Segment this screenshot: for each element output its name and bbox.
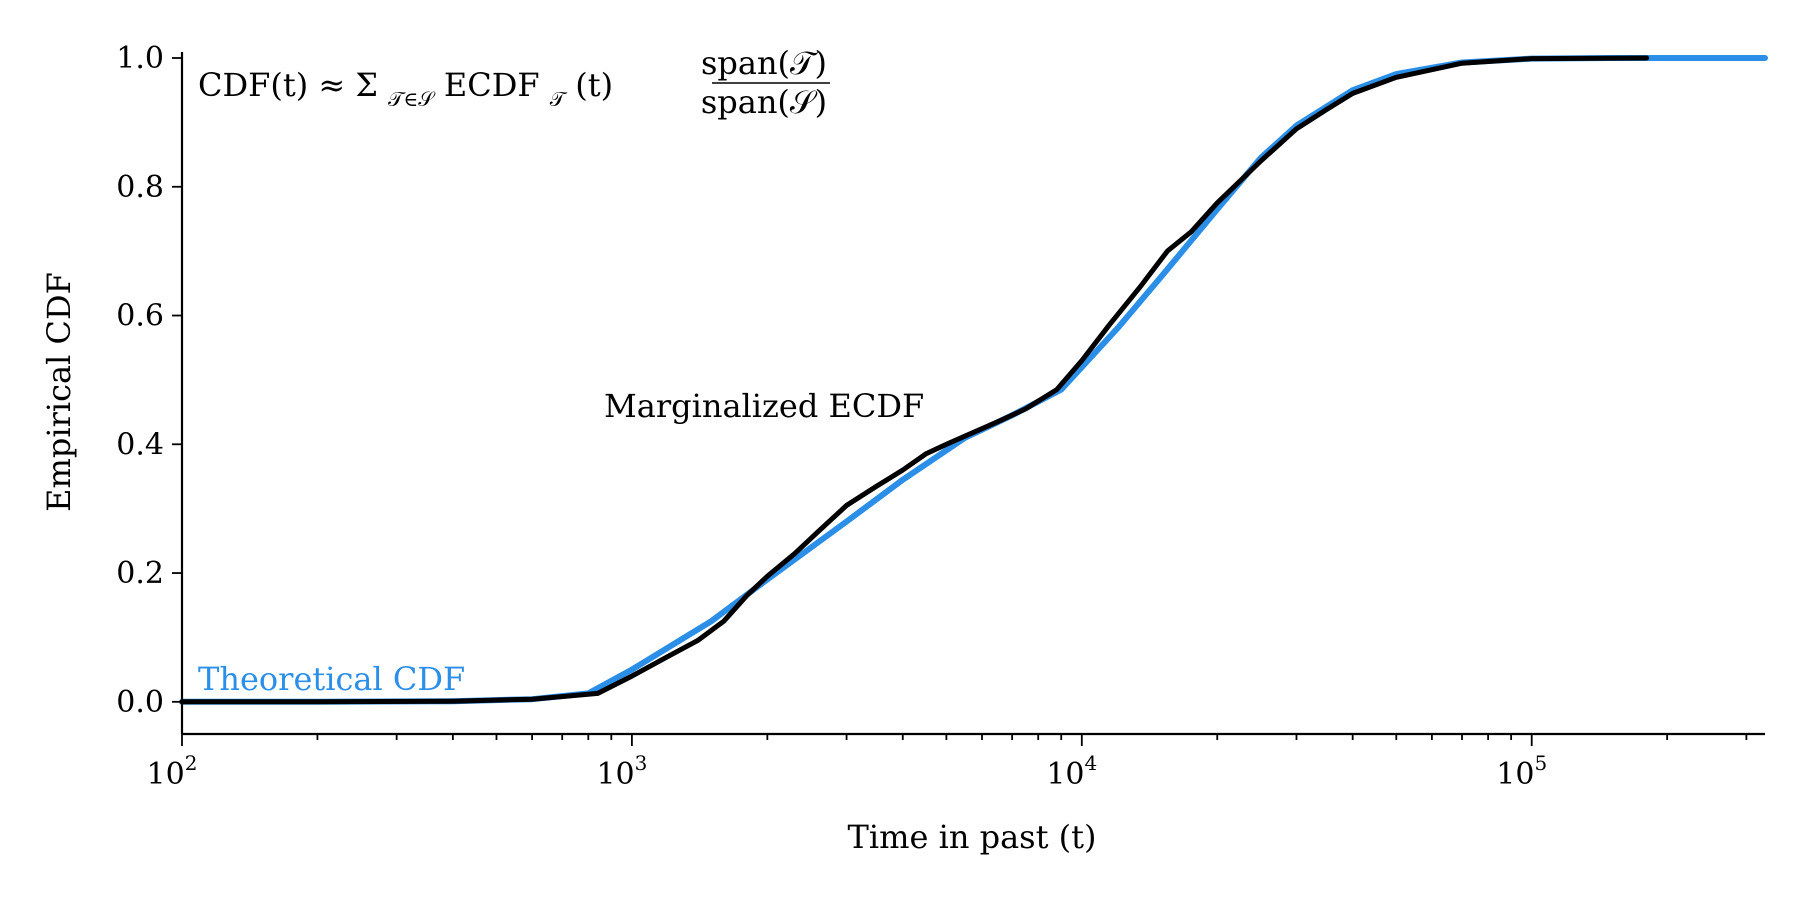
x-tick-label: 104 bbox=[1046, 751, 1097, 792]
x-axis-label-text: Time in past (t) bbox=[848, 818, 1097, 856]
formula-annotation: CDF(t) ≈ Σ 𝒯∈𝒮 ECDF 𝒯 (t) span(𝒯) span(𝒮… bbox=[198, 44, 830, 121]
x-tick-label: 105 bbox=[1496, 751, 1547, 792]
y-tick-label: 0.0 bbox=[116, 685, 164, 720]
y-tick-label: 1.0 bbox=[116, 41, 164, 76]
formula-head: CDF(t) ≈ Σ bbox=[198, 66, 378, 104]
x-tick-label: 102 bbox=[147, 751, 198, 792]
marginalized-ecdf-line bbox=[179, 55, 1650, 705]
y-tick-label: 0.2 bbox=[116, 556, 164, 591]
theoretical-cdf-label: Theoretical CDF bbox=[198, 660, 465, 698]
marginalized-ecdf-label: Marginalized ECDF bbox=[604, 387, 924, 425]
x-axis-label: Time in past (t) bbox=[848, 818, 1097, 856]
x-tick-label: 103 bbox=[596, 751, 647, 792]
series-layer bbox=[179, 55, 1768, 705]
formula-mid-sub: 𝒯 bbox=[550, 87, 568, 111]
formula-frac-den: span(𝒮) bbox=[701, 83, 827, 121]
x-ticks: 102 103 104 105 bbox=[147, 734, 1748, 792]
svg-text:CDF(t) ≈ Σ 𝒯∈𝒮: CDF(t) ≈ Σ 𝒯∈𝒮 ECDF 𝒯 (t) bbox=[198, 66, 613, 114]
formula-tail: (t) bbox=[575, 66, 613, 104]
y-tick-label: 0.8 bbox=[116, 170, 164, 205]
formula-sub: 𝒯∈𝒮 bbox=[388, 87, 436, 111]
theoretical-cdf-line bbox=[179, 55, 1768, 705]
formula-mid: ECDF bbox=[444, 66, 540, 104]
formula-frac-num: span(𝒯) bbox=[701, 44, 827, 82]
y-tick-label: 0.6 bbox=[116, 299, 164, 334]
y-ticks: 0.0 0.2 0.4 0.6 0.8 1.0 bbox=[116, 41, 182, 720]
y-axis-label: Empirical CDF bbox=[40, 272, 78, 512]
y-tick-label: 0.4 bbox=[116, 427, 164, 462]
